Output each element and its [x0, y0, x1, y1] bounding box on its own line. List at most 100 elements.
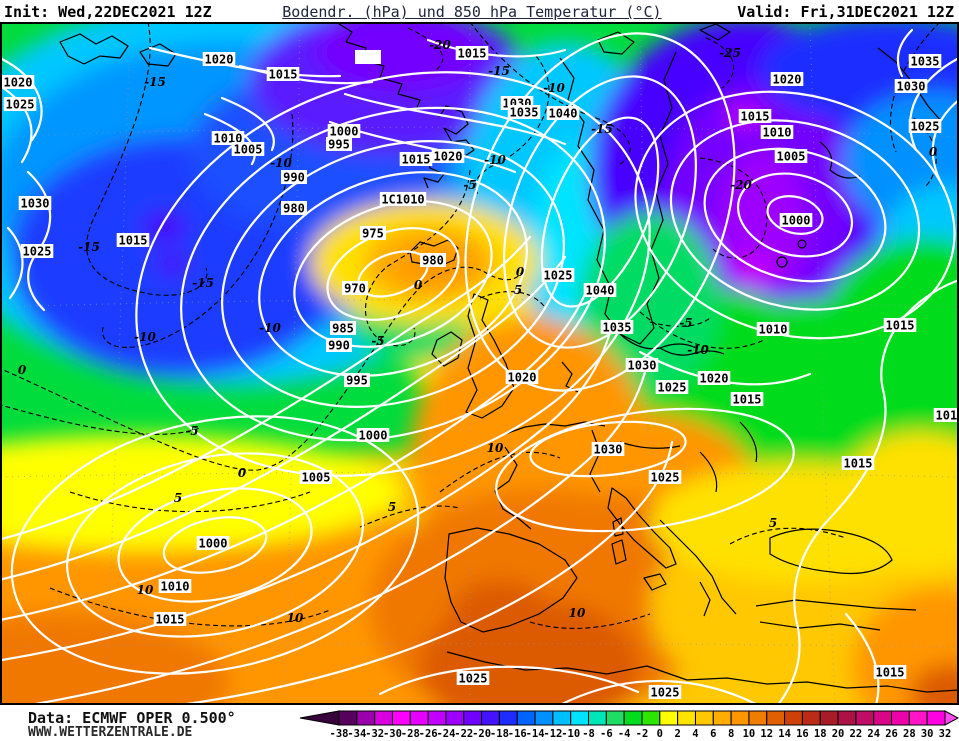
colorbar-tick-label: 10 [743, 728, 756, 740]
pressure-label: 1000 [196, 536, 230, 551]
colorbar-cell [481, 710, 500, 726]
pressure-label: 1030 [894, 79, 928, 94]
pressure-label: 1040 [546, 106, 580, 121]
pressure-label: 1010 [756, 322, 790, 337]
colorbar-tick-label: 2 [674, 728, 680, 740]
pressure-label: 990 [281, 170, 307, 185]
colorbar-cell [445, 710, 465, 726]
svg-text:980: 980 [283, 202, 305, 216]
colorbar-tick-label: -16 [508, 728, 527, 740]
colorbar-cell [908, 710, 928, 726]
pressure-label: 1020 [770, 72, 804, 87]
colorbar-cell [605, 710, 625, 726]
colorbar-cell [694, 710, 714, 726]
svg-text:1015: 1015 [733, 393, 762, 407]
colorbar-cell [356, 710, 376, 726]
colorbar-cell [623, 710, 643, 726]
isotherm-label: -15 [591, 122, 613, 136]
svg-text:970: 970 [344, 282, 366, 296]
colorbar-right-arrow [944, 710, 959, 726]
svg-text:1015: 1015 [936, 409, 959, 423]
map-title: Bodendr. (hPa) und 850 hPa Temperatur (°… [282, 3, 662, 21]
pressure-label: 990 [326, 338, 352, 353]
pressure-label: 1025 [648, 685, 682, 700]
colorbar-tick-label: -20 [472, 728, 491, 740]
svg-text:1010: 1010 [759, 323, 788, 337]
svg-text:1025: 1025 [651, 471, 680, 485]
pressure-label: 1020 [431, 149, 465, 164]
colorbar-cell [784, 710, 803, 726]
isotherm-label: 5 [769, 516, 777, 530]
svg-text:975: 975 [362, 227, 384, 241]
svg-text:1030: 1030 [594, 443, 623, 457]
colorbar-tick-label: -2 [636, 728, 649, 740]
colorbar-tick-label: -34 [347, 728, 366, 740]
svg-text:1025: 1025 [6, 98, 35, 112]
svg-text:1015: 1015 [269, 68, 298, 82]
svg-text:1020: 1020 [434, 150, 463, 164]
svg-text:990: 990 [328, 339, 350, 353]
svg-text:1035: 1035 [603, 321, 632, 335]
footer-bar: Data: ECMWF OPER 0.500° WWW.WETTERZENTRA… [0, 705, 959, 741]
pressure-label: 1000 [779, 213, 813, 228]
pressure-label: 1025 [541, 268, 575, 283]
pressure-label: 1010 [158, 579, 192, 594]
svg-text:1035: 1035 [510, 106, 539, 120]
svg-text:1015: 1015 [458, 47, 487, 61]
colorbar-tick-label: -30 [383, 728, 402, 740]
pressure-label: 1025 [456, 671, 490, 686]
svg-text:1020: 1020 [508, 371, 537, 385]
map-canvas: 1020102510301025101510201015101010059909… [0, 22, 959, 705]
pressure-label: 1000 [327, 124, 361, 139]
colorbar-tick-label: 18 [814, 728, 827, 740]
pressure-label: 1015 [883, 318, 917, 333]
isotherm-label: 5 [174, 491, 182, 505]
colorbar-cell [534, 710, 554, 726]
pressure-label: 1025 [3, 97, 37, 112]
isotherm-label: 0 [18, 363, 27, 377]
colorbar-cell [819, 710, 839, 726]
isotherm-label: 0 [414, 278, 423, 292]
colorbar-cell [873, 710, 893, 726]
svg-text:1030: 1030 [21, 197, 50, 211]
svg-text:1005: 1005 [234, 143, 263, 157]
pressure-label: 995 [326, 137, 352, 152]
pressure-label: 1015 [738, 109, 772, 124]
colorbar-cell [748, 710, 768, 726]
colorbar-tick-label: 26 [885, 728, 898, 740]
colorbar-cell [391, 710, 411, 726]
colorbar-tick-label: 6 [710, 728, 716, 740]
colorbar-tick-label: -32 [365, 728, 384, 740]
pressure-label: 1015 [933, 408, 959, 423]
svg-text:1C1010: 1C1010 [381, 193, 424, 207]
colorbar-tick-label: -10 [561, 728, 580, 740]
isotherm-label: -10 [270, 156, 292, 170]
svg-text:1005: 1005 [302, 471, 331, 485]
isotherm-label: -10 [134, 330, 156, 344]
svg-text:1025: 1025 [651, 686, 680, 700]
colorbar-tick-label: -22 [454, 728, 473, 740]
colorbar-tick-label: 12 [760, 728, 773, 740]
colorbar-tick-label: -38 [330, 728, 349, 740]
pressure-label: 1025 [20, 244, 54, 259]
pressure-label: 1020 [1, 75, 35, 90]
website-label: WWW.WETTERZENTRALE.DE [28, 725, 193, 740]
pressure-label: 970 [342, 281, 368, 296]
colorbar-cell [891, 710, 910, 726]
svg-text:1015: 1015 [741, 110, 770, 124]
pressure-label: 1035 [600, 320, 634, 335]
svg-text:1025: 1025 [658, 381, 687, 395]
svg-text:990: 990 [283, 171, 305, 185]
svg-text:1030: 1030 [897, 80, 926, 94]
pressure-label: 1005 [774, 149, 808, 164]
colorbar-cell [766, 710, 786, 726]
isotherm-label: 0 [929, 145, 938, 159]
isotherm-labels: -15-10-15-20-15-10-15-10-5-25-200-15-10-… [18, 38, 938, 625]
pressure-label: 1005 [299, 470, 333, 485]
colorbar-tick-label: 16 [796, 728, 809, 740]
colorbar-tick-label: -24 [436, 728, 455, 740]
svg-text:1010: 1010 [763, 126, 792, 140]
svg-text:1010: 1010 [161, 580, 190, 594]
isotherm-label: 10 [487, 441, 504, 455]
isotherm-label: -20 [730, 178, 752, 192]
